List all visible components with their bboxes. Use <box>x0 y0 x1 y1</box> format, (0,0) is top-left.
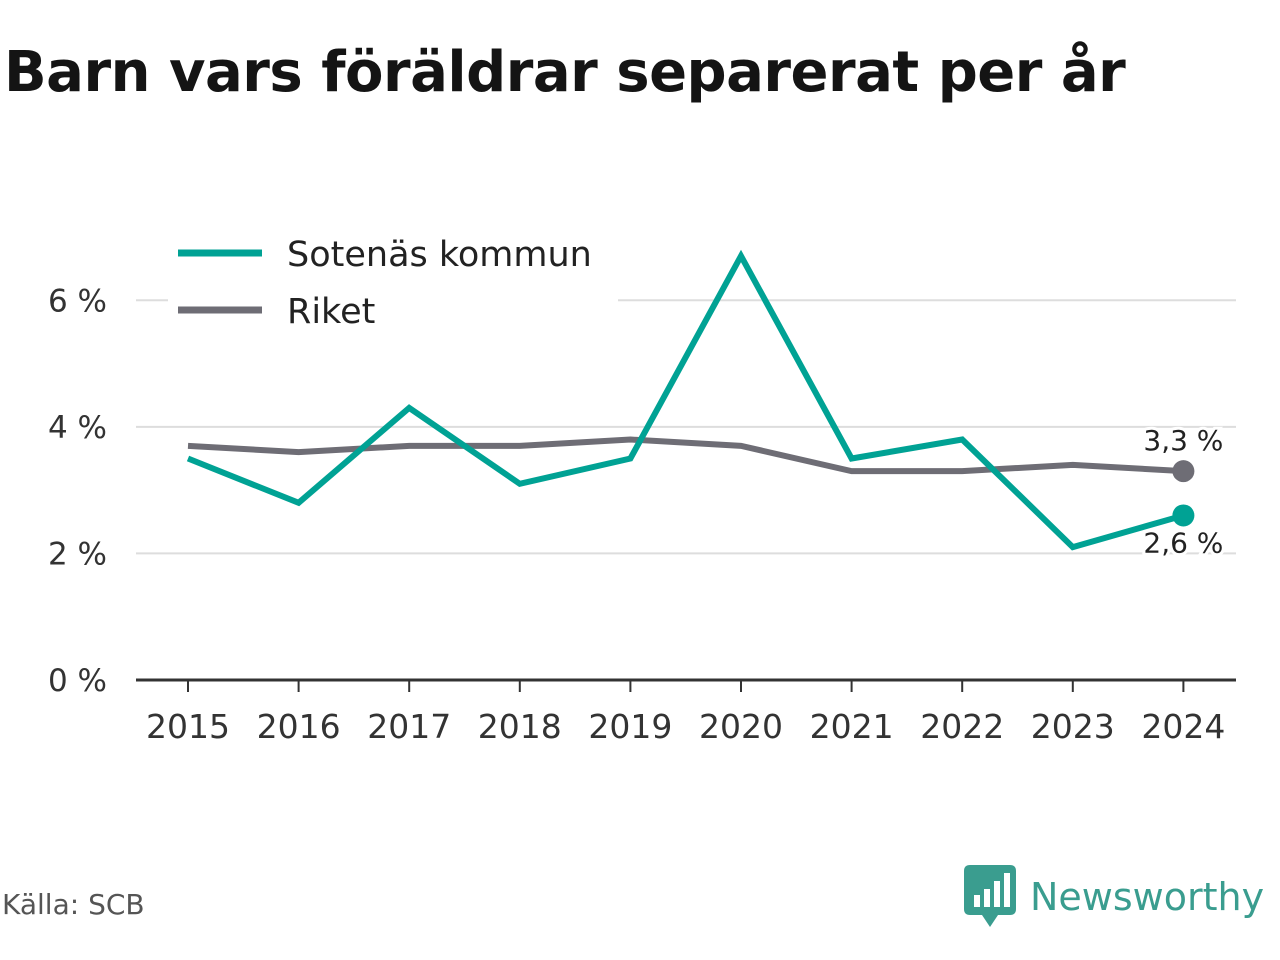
x-tick-label: 2024 <box>1141 707 1225 746</box>
series-line-riket <box>187 436 1184 475</box>
x-tick-label: 2018 <box>478 707 562 746</box>
y-axis-tick-labels: 0 % 2 % 4 % 6 % <box>48 283 107 699</box>
line-chart: 0 % 2 % 4 % 6 % 2015 2016 2017 2018 2019 2020 202… <box>47 223 1236 746</box>
y-tick-label: 6 % <box>48 283 107 319</box>
legend-background <box>168 280 618 332</box>
x-axis: 2015 2016 2017 2018 2019 2020 2021 2022 2023 2024 <box>136 678 1236 746</box>
y-tick-label: 0 % <box>48 663 107 699</box>
series-line-sotenas <box>186 249 1185 551</box>
chart-title: Barn vars föräldrar separerat per år <box>4 40 1126 105</box>
x-tick-label: 2021 <box>810 707 894 746</box>
end-label-riket: 3,3 % <box>1143 424 1223 457</box>
x-tick-label: 2016 <box>257 707 341 746</box>
source-note: Källa: SCB <box>2 888 145 921</box>
legend: Sotenäs kommun Riket <box>168 223 618 332</box>
x-tick-label: 2015 <box>146 707 230 746</box>
x-tick-label: 2020 <box>699 707 783 746</box>
brand-name: Newsworthy <box>1030 875 1265 919</box>
series-endpoint-sotenas <box>1172 504 1195 527</box>
x-tick-label: 2023 <box>1031 707 1115 746</box>
series-endpoint-riket <box>1172 460 1195 483</box>
x-tick-label: 2017 <box>367 707 451 746</box>
end-label-sotenas: 2,6 % <box>1143 526 1223 559</box>
legend-background <box>168 223 618 275</box>
brand-logo: Newsworthy <box>964 862 1264 932</box>
y-tick-label: 2 % <box>48 536 107 572</box>
x-tick-label: 2019 <box>588 707 672 746</box>
legend-label: Sotenäs kommun <box>287 235 592 275</box>
legend-label: Riket <box>287 292 375 332</box>
gridlines <box>136 299 1236 555</box>
y-tick-label: 4 % <box>48 410 107 446</box>
newsworthy-logo-icon <box>964 865 1016 927</box>
series-lines <box>186 249 1195 551</box>
end-labels: 3,3 % 2,6 % <box>1140 421 1226 562</box>
x-tick-label: 2022 <box>920 707 1004 746</box>
